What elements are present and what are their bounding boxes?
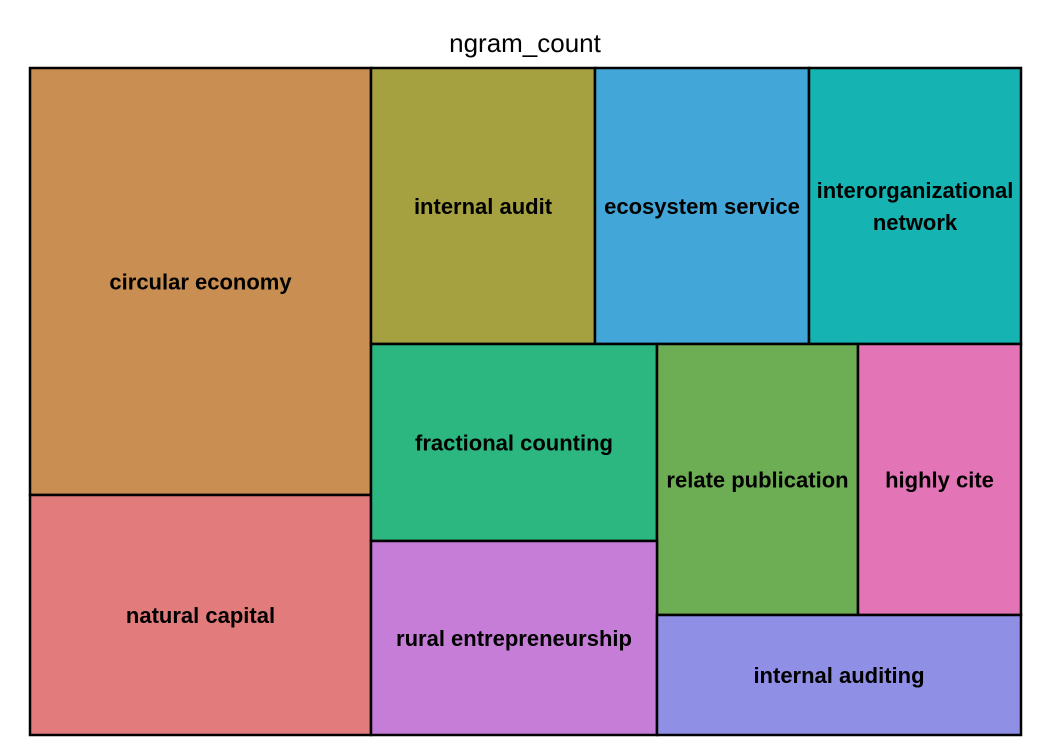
tile-natural-capital — [28, 493, 373, 737]
tile-label-ecosystem-service: ecosystem service — [604, 194, 800, 219]
tile-internal-audit — [369, 66, 597, 346]
tile-relate-publication — [655, 342, 860, 617]
tile-label-highly-cite: highly cite — [885, 468, 994, 493]
tile-label-relate-publication: relate publication — [666, 468, 848, 493]
tile-label-internal-auditing: internal auditing — [753, 663, 924, 688]
tile-label-interorganizational-network: interorganizational network — [817, 178, 1014, 235]
tile-label-natural-capital: natural capital — [126, 603, 275, 628]
tile-internal-auditing — [655, 613, 1023, 737]
tile-label-internal-audit: internal audit — [414, 194, 553, 219]
tile-interorganizational-network — [807, 66, 1023, 346]
tile-rural-entrepreneurship — [369, 539, 659, 737]
tile-label-fractional-counting: fractional counting — [415, 431, 613, 456]
tile-label-circular-economy: circular economy — [109, 270, 292, 295]
tile-circular-economy — [28, 66, 373, 497]
tile-ecosystem-service — [593, 66, 811, 346]
tile-label-rural-entrepreneurship: rural entrepreneurship — [396, 626, 632, 651]
chart-title: ngram_count — [449, 28, 601, 58]
tile-highly-cite — [856, 342, 1023, 617]
